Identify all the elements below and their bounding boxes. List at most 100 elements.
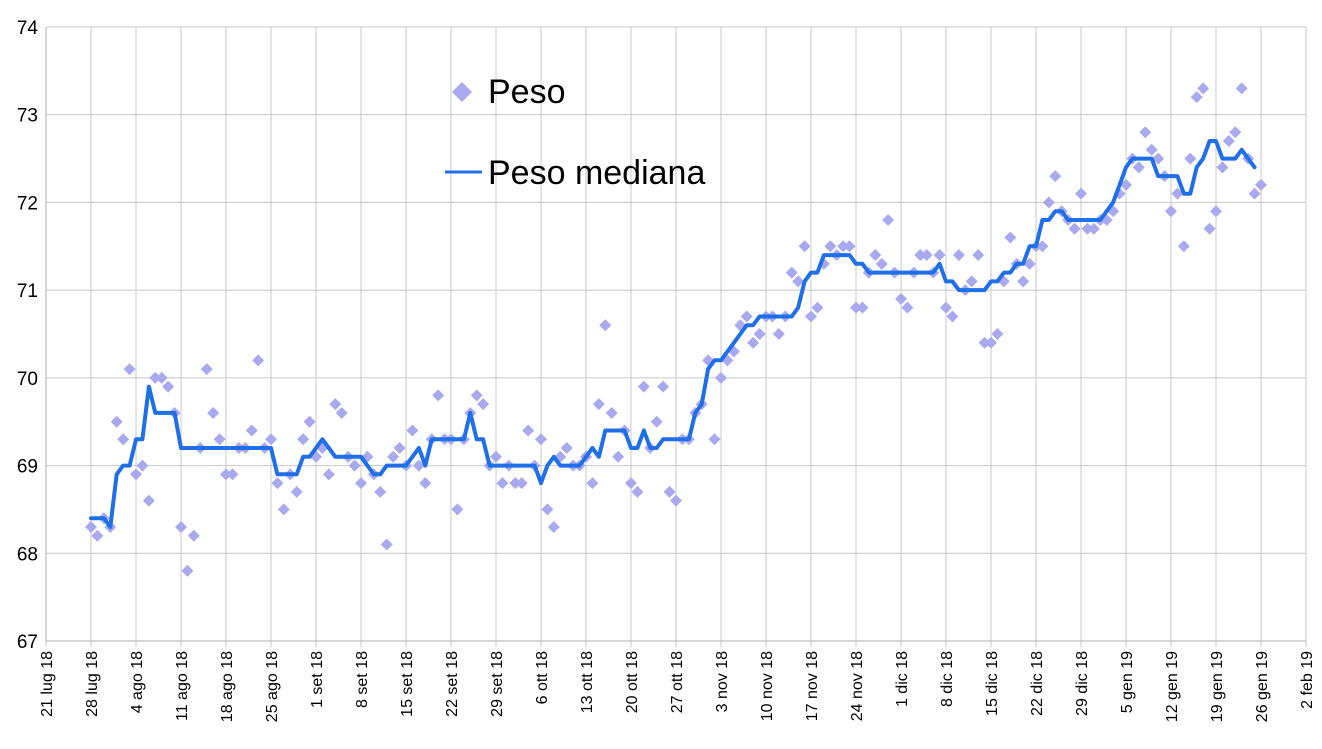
peso-point <box>85 520 97 533</box>
peso-point <box>940 301 952 314</box>
peso-point <box>753 328 766 340</box>
peso-point <box>1023 257 1036 270</box>
peso-point <box>470 389 483 402</box>
x-tick-label: 10 nov 18 <box>759 651 776 721</box>
peso-point <box>1235 82 1248 95</box>
x-tick-label: 15 dic 18 <box>984 651 1001 716</box>
peso-point <box>496 477 509 490</box>
peso-point <box>670 494 682 507</box>
peso-point <box>592 398 605 411</box>
peso-point <box>181 564 194 577</box>
peso-point <box>920 249 933 262</box>
peso-point <box>541 503 554 516</box>
peso-point <box>509 477 522 490</box>
x-tick-label: 22 dic 18 <box>1029 651 1046 716</box>
peso-point <box>355 477 367 490</box>
x-tick-label: 17 nov 18 <box>804 651 821 721</box>
peso-point <box>155 371 168 384</box>
peso-point <box>245 424 258 437</box>
peso-point <box>740 310 753 323</box>
peso-point <box>329 398 342 411</box>
peso-point <box>972 249 985 262</box>
peso-point <box>811 301 824 314</box>
peso-point <box>432 389 445 402</box>
peso-point <box>599 319 612 332</box>
peso-point <box>412 459 425 472</box>
peso-point <box>708 433 721 446</box>
peso-point <box>715 371 727 384</box>
peso-point <box>824 240 837 253</box>
peso-point <box>387 450 400 463</box>
peso-point <box>1004 231 1017 244</box>
x-tick-label: 8 set 18 <box>354 651 371 708</box>
x-tick-label: 26 gen 19 <box>1254 651 1271 722</box>
peso-point <box>265 433 277 446</box>
peso-point <box>843 240 856 253</box>
peso-point <box>901 301 914 314</box>
y-tick-label: 68 <box>17 544 38 565</box>
x-tick-label: 18 ago 18 <box>219 651 236 722</box>
peso-point <box>1068 222 1081 235</box>
peso-point <box>91 529 104 542</box>
peso-point <box>1229 126 1242 139</box>
peso-point <box>1081 222 1094 235</box>
peso-point <box>875 257 888 270</box>
peso-point <box>586 477 599 490</box>
x-tick-label: 29 dic 18 <box>1074 651 1091 716</box>
peso-point <box>850 301 862 314</box>
peso-point <box>631 485 644 498</box>
peso-point <box>637 380 650 393</box>
peso-point <box>650 415 663 428</box>
peso-point <box>1222 135 1235 148</box>
peso-point <box>1017 275 1030 288</box>
peso-point <box>335 406 348 419</box>
peso-mediana-line <box>89 139 1257 529</box>
y-tick-label: 69 <box>17 457 38 478</box>
peso-point <box>1042 196 1055 209</box>
peso-point <box>130 468 142 481</box>
peso-point <box>663 485 676 498</box>
x-tick-label: 20 ott 18 <box>624 651 641 713</box>
grid-lines <box>45 26 1307 647</box>
peso-point <box>175 520 187 533</box>
peso-point <box>1210 205 1222 218</box>
peso-point <box>220 468 232 481</box>
peso-point <box>895 292 907 305</box>
peso-point <box>1171 187 1184 200</box>
x-tick-label: 28 lug 18 <box>84 651 101 717</box>
peso-point <box>1165 205 1177 218</box>
x-tick-label: 1 dic 18 <box>894 651 911 707</box>
peso-point <box>149 371 162 384</box>
y-axis-ticks: 67 68 69 70 71 72 73 74 <box>17 18 39 653</box>
peso-point <box>451 503 464 516</box>
peso-point <box>785 266 798 279</box>
peso-point <box>477 398 490 411</box>
x-tick-label: 4 ago 18 <box>129 651 146 713</box>
peso-point <box>914 249 927 262</box>
peso-point <box>1184 152 1197 165</box>
peso-point <box>406 424 419 437</box>
peso-point <box>547 520 560 533</box>
peso-point <box>991 328 1004 340</box>
peso-point <box>1087 222 1100 235</box>
y-tick-label: 74 <box>17 18 39 39</box>
peso-point <box>952 249 965 262</box>
x-tick-label: 8 dic 18 <box>939 651 956 707</box>
peso-point <box>226 468 239 481</box>
peso-point <box>322 468 335 481</box>
peso-point <box>297 433 310 446</box>
x-tick-label: 11 ago 18 <box>174 651 191 721</box>
peso-point <box>965 275 978 288</box>
peso-point <box>1203 222 1216 235</box>
peso-point <box>798 240 811 253</box>
peso-point <box>117 433 130 446</box>
peso-point <box>805 310 817 323</box>
peso-point <box>1145 143 1158 156</box>
peso-point <box>946 310 959 323</box>
peso-point <box>792 275 805 288</box>
y-tick-label: 73 <box>17 106 38 127</box>
peso-point <box>187 529 200 542</box>
peso-point <box>535 433 547 446</box>
peso-point <box>605 406 618 419</box>
